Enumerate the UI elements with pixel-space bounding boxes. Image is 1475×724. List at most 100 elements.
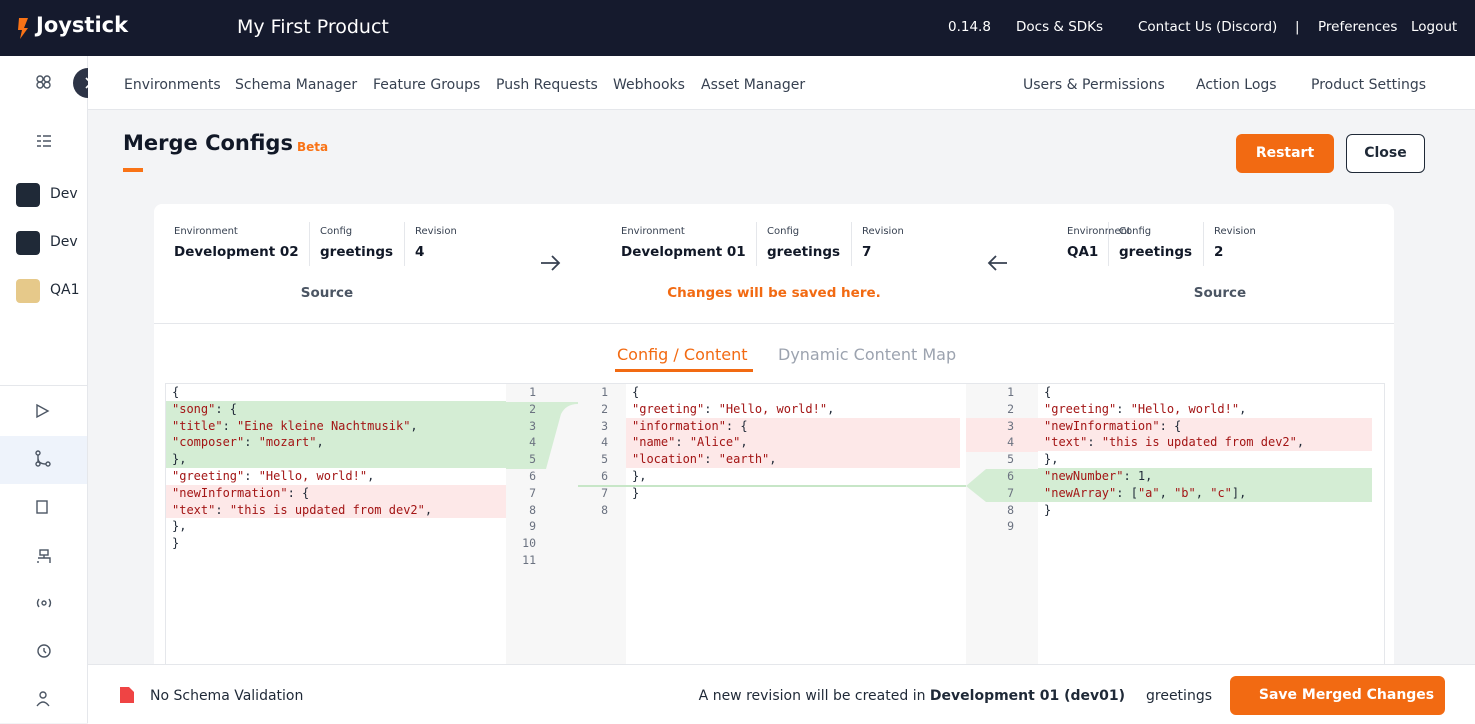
- line-number: 1: [529, 385, 536, 399]
- code-line: "location": "earth",: [632, 452, 777, 467]
- code-line: "newInformation": {: [1044, 418, 1182, 433]
- diff-highlight: [626, 417, 960, 435]
- col-divider: [404, 222, 405, 266]
- line-number: 3: [529, 418, 536, 433]
- env-label: Environment: [621, 226, 685, 237]
- nav-tab[interactable]: Asset Manager: [701, 77, 806, 93]
- revision-value: 4: [415, 244, 425, 260]
- revision-label: Revision: [1214, 226, 1256, 237]
- gutter: [578, 384, 626, 674]
- nav-link[interactable]: Action Logs: [1196, 77, 1277, 93]
- revision-value: 2: [1214, 244, 1224, 260]
- sidebar-divider: [0, 385, 87, 386]
- config-label: Config: [320, 226, 353, 237]
- env-item[interactable]: Dev: [50, 186, 78, 202]
- env-icon[interactable]: [16, 231, 40, 255]
- env-label: Environment: [174, 226, 238, 237]
- preferences-link[interactable]: Preferences: [1318, 19, 1398, 35]
- nav-tab[interactable]: Push Requests: [496, 77, 598, 93]
- env-value: QA1: [1067, 244, 1099, 260]
- toggle-chevron: [85, 77, 93, 89]
- code-line: "greeting": "Hello, world!",: [172, 469, 375, 483]
- col-divider: [1203, 222, 1204, 266]
- diff-highlight: [1038, 434, 1372, 452]
- col-divider: [309, 222, 310, 266]
- restart-button[interactable]: Restart: [1236, 134, 1334, 173]
- env-value: Development 02: [174, 244, 299, 260]
- product-name[interactable]: My First Product: [237, 16, 389, 38]
- close-button[interactable]: Close: [1346, 134, 1425, 173]
- diff-highlight: [166, 451, 506, 468]
- col-divider: [1108, 222, 1109, 266]
- sidebar: Dev Dev QA1: [0, 56, 103, 723]
- line-number: 5: [1007, 452, 1014, 467]
- env-value: Development 01: [621, 244, 746, 260]
- config-value: greetings: [1119, 244, 1193, 260]
- save-button[interactable]: Save Merged Changes: [1230, 676, 1445, 715]
- save-label[interactable]: Save Merged Changes: [1258, 687, 1435, 703]
- revision-notice: A new revision will be created in Develo…: [699, 688, 1125, 704]
- nav-link[interactable]: Product Settings: [1311, 77, 1427, 93]
- beta-badge: Beta: [297, 140, 329, 154]
- env-label: Environment: [1067, 226, 1131, 237]
- line-number: 3: [1007, 418, 1014, 433]
- sidebar-icons: [36, 75, 51, 147]
- content-tab[interactable]: Config / Content: [617, 345, 748, 364]
- env-item[interactable]: Dev: [50, 234, 78, 250]
- tab-underline: [615, 369, 753, 372]
- line-number: 9: [1007, 519, 1014, 534]
- code-line: {: [1044, 385, 1052, 399]
- notice-text: A new revision will be created in: [698, 688, 926, 704]
- diff-highlight: [1038, 417, 1372, 435]
- diff-highlight: [166, 501, 506, 519]
- config-value: greetings: [767, 244, 841, 260]
- line-number: 4: [529, 435, 536, 450]
- separator: |: [1295, 19, 1300, 35]
- nav-tab[interactable]: Schema Manager: [235, 77, 358, 93]
- map-tab[interactable]: Dynamic Content Map: [778, 345, 957, 364]
- nav-tab[interactable]: Environments: [124, 77, 221, 93]
- code-line: "text": "this is updated from dev2",: [172, 502, 433, 517]
- env-item[interactable]: QA1: [50, 282, 80, 298]
- code-line: "song": {: [172, 401, 238, 416]
- line-number: 6: [601, 469, 608, 483]
- target-env: Development 01 (dev01): [929, 688, 1125, 704]
- diff-highlight: [626, 451, 960, 468]
- line-number: 2: [1007, 401, 1014, 416]
- code-line: "greeting": "Hello, world!",: [1044, 401, 1247, 416]
- panel-role: Changes will be saved here.: [667, 285, 881, 301]
- code-line: "title": "Eine kleine Nachtmusik",: [172, 418, 418, 433]
- line-number: 3: [601, 418, 608, 433]
- arrows: [541, 255, 1007, 271]
- line-number: 9: [529, 519, 536, 534]
- sidebar-selected: [0, 436, 87, 484]
- version[interactable]: 0.14.8: [948, 19, 991, 35]
- diff-connectors: [506, 402, 1038, 502]
- line-number: 4: [601, 435, 608, 450]
- nav-tab[interactable]: Webhooks: [613, 77, 685, 93]
- schema-status: No Schema Validation: [150, 688, 304, 704]
- env-icon[interactable]: [16, 279, 40, 303]
- code-line: "text": "this is updated from dev2",: [1044, 435, 1305, 450]
- panel-role: Source: [300, 285, 354, 301]
- nav-link[interactable]: Users & Permissions: [1023, 77, 1165, 93]
- code-line: "composer": "mozart",: [172, 435, 324, 450]
- discord-link[interactable]: Contact Us (Discord): [1138, 19, 1278, 35]
- code-line: "newArray": ["a", "b", "c"],: [1044, 485, 1247, 500]
- logo-icon: [18, 18, 28, 39]
- nav-tab[interactable]: Feature Groups: [373, 77, 481, 93]
- docs-link[interactable]: Docs & SDKs: [1016, 19, 1104, 35]
- line-number: 1: [601, 385, 608, 399]
- brand[interactable]: Joystick: [36, 13, 129, 37]
- revision-value: 7: [862, 244, 872, 260]
- diff-highlight: [166, 484, 506, 502]
- code-line: "name": "Alice",: [632, 435, 748, 450]
- env-icon[interactable]: [16, 183, 40, 207]
- sidebar-tools: [35, 403, 52, 707]
- logout-link[interactable]: Logout: [1411, 19, 1458, 35]
- code-line: }: [172, 536, 180, 551]
- diff-highlight: [626, 434, 960, 452]
- revision-label: Revision: [862, 226, 904, 237]
- line-number: 2: [529, 401, 536, 416]
